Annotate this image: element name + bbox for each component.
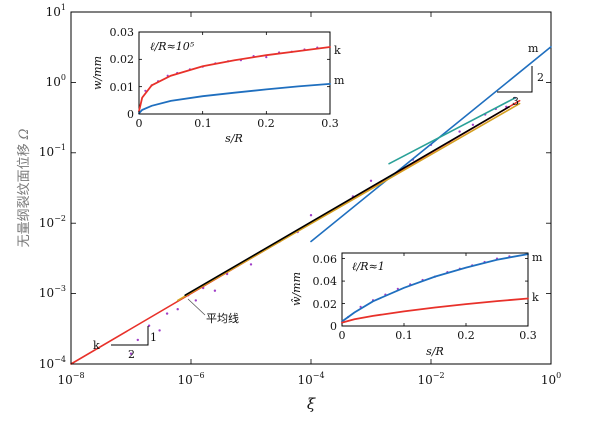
main-x-tick-label: 10−8 xyxy=(57,371,84,387)
main-scatter-point xyxy=(369,179,373,182)
main-ticks xyxy=(70,11,552,365)
inset-bottom-x-axis-title: s/R xyxy=(426,345,444,358)
inset-top-x-tick-label: 0.1 xyxy=(194,117,212,130)
main-series-line-平均线 xyxy=(176,102,521,302)
inset-bottom-y-tick-label: 0.06 xyxy=(313,253,338,266)
main-x-tick-label: 10−6 xyxy=(177,371,204,387)
inset-top-ticks xyxy=(138,31,331,115)
inset-top-plot-area xyxy=(138,46,331,115)
main-plot-area xyxy=(70,46,552,365)
main-scatter-point xyxy=(129,352,133,355)
inset-bottom-background xyxy=(341,252,529,327)
inset-bottom-y-axis-title: ŵ/mm xyxy=(290,272,303,306)
main-y-tick-label: 10−2 xyxy=(39,214,66,230)
inset-bottom-x-tick-label: 0 xyxy=(339,329,346,342)
slope-triangle-lower: 1 2 xyxy=(111,326,157,361)
main-scatter-point xyxy=(458,130,461,133)
average-line-pointer xyxy=(187,298,206,316)
main-x-tick-label: 10−4 xyxy=(297,371,324,387)
main-y-tick-label: 10−3 xyxy=(39,284,66,300)
main-scatter-point xyxy=(194,299,197,302)
inset-bottom-x-tick-label: 0.3 xyxy=(519,329,537,342)
k-curve-label: k xyxy=(93,339,100,352)
main-y-tick-label: 10−4 xyxy=(39,355,66,371)
inset-top-y-tick-label: 0.02 xyxy=(110,53,135,66)
slope-triangle-lower-shape xyxy=(111,326,149,346)
main-y-tick-label: 101 xyxy=(46,3,66,19)
main-scatter-point xyxy=(158,329,161,332)
inset-bottom-y-tick-label: 0 xyxy=(330,320,337,333)
main-x-tick-label: 10−2 xyxy=(417,371,444,387)
average-line-label: 平均线 xyxy=(206,311,239,325)
inset-bottom-k-label: k xyxy=(532,291,539,304)
main-x-tick-labels: 10−8 10−6 10−4 10−2 100 xyxy=(57,371,561,387)
main-x-axis-title: ξ xyxy=(307,395,316,413)
inset-top-y-tick-label: 0 xyxy=(127,108,134,121)
inset-top-series-line-k xyxy=(138,46,331,113)
main-scatter-point xyxy=(176,308,179,311)
inset-top-scatter-point xyxy=(265,56,268,59)
inset-top-title: ℓ/R≈10⁵ xyxy=(150,40,195,53)
inset-top: 0 0.1 0.2 0.3 0 0.01 0.02 0.03 s/R w/mm … xyxy=(91,26,345,145)
inset-bottom-y-tick-labels: 0 0.02 0.04 0.06 xyxy=(313,253,338,333)
main-x-tick-label: 100 xyxy=(541,371,561,387)
inset-bottom-y-tick-label: 0.04 xyxy=(313,275,338,288)
main-y-tick-label: 10−1 xyxy=(39,143,66,159)
main-series-line-series-3 xyxy=(184,106,510,296)
inset-bottom-x-tick-label: 0.2 xyxy=(457,329,475,342)
slope-triangle-upper-num: 2 xyxy=(537,71,544,84)
inset-top-x-tick-label: 0.3 xyxy=(321,117,339,130)
inset-top-y-tick-labels: 0 0.01 0.02 0.03 xyxy=(110,26,135,121)
inset-bottom-series-line-k xyxy=(341,297,529,324)
slope-triangle-upper-shape xyxy=(497,66,533,93)
inset-top-x-tick-labels: 0 0.1 0.2 0.3 xyxy=(136,117,339,130)
main-scatter-point xyxy=(165,312,169,315)
inset-top-m-label: m xyxy=(334,74,345,87)
inset-bottom-title: ℓ/R≈1 xyxy=(352,260,385,273)
inset-top-x-tick-label: 0.2 xyxy=(257,117,275,130)
inset-bottom-y-tick-label: 0.02 xyxy=(313,298,338,311)
main-series-line-m xyxy=(310,46,552,243)
inset-bottom-m-label: m xyxy=(532,251,543,264)
main-y-tick-labels: 10−4 10−3 10−2 10−1 100 101 xyxy=(39,3,66,371)
inset-bottom-x-tick-label: 0.1 xyxy=(395,329,413,342)
inset-bottom-ticks xyxy=(341,253,529,327)
inset-top-series-line-m xyxy=(138,83,331,115)
main-y-axis-title: 无量纲裂纹面位移Ω xyxy=(17,128,32,247)
main-scatter-point xyxy=(471,123,475,127)
main-scatter-point xyxy=(136,338,139,342)
slope-triangle-lower-num: 1 xyxy=(150,331,157,344)
main-series-line-series-4 xyxy=(388,97,516,165)
inset-bottom-series-line-m xyxy=(341,253,529,323)
inset-top-y-tick-label: 0.03 xyxy=(110,26,135,39)
inset-top-k-label: k xyxy=(334,44,341,57)
inset-top-x-axis-title: s/R xyxy=(225,132,243,145)
main-scatter-point xyxy=(249,263,253,266)
inset-bottom-x-tick-labels: 0 0.1 0.2 0.3 xyxy=(339,329,537,342)
inset-bottom-plot-area xyxy=(341,253,529,324)
main-scatter-point xyxy=(309,214,313,217)
m-curve-label: m xyxy=(528,42,539,55)
main-scatter-point xyxy=(213,289,217,292)
slope-triangle-lower-den: 2 xyxy=(128,348,135,361)
inset-bottom: 0 0.1 0.2 0.3 0 0.02 0.04 0.06 s/R ŵ/mm … xyxy=(290,251,543,358)
main-axes: 10−8 10−6 10−4 10−2 100 10−4 10−3 10−2 1… xyxy=(17,3,561,413)
inset-top-x-tick-label: 0 xyxy=(136,117,143,130)
inset-top-y-axis-title: w/mm xyxy=(91,56,104,90)
inset-top-y-tick-label: 0.01 xyxy=(110,81,135,94)
main-y-tick-label: 100 xyxy=(46,73,66,89)
slope-triangle-upper-den: 3 xyxy=(512,95,519,108)
slope-triangle-upper: 2 3 xyxy=(497,66,544,108)
